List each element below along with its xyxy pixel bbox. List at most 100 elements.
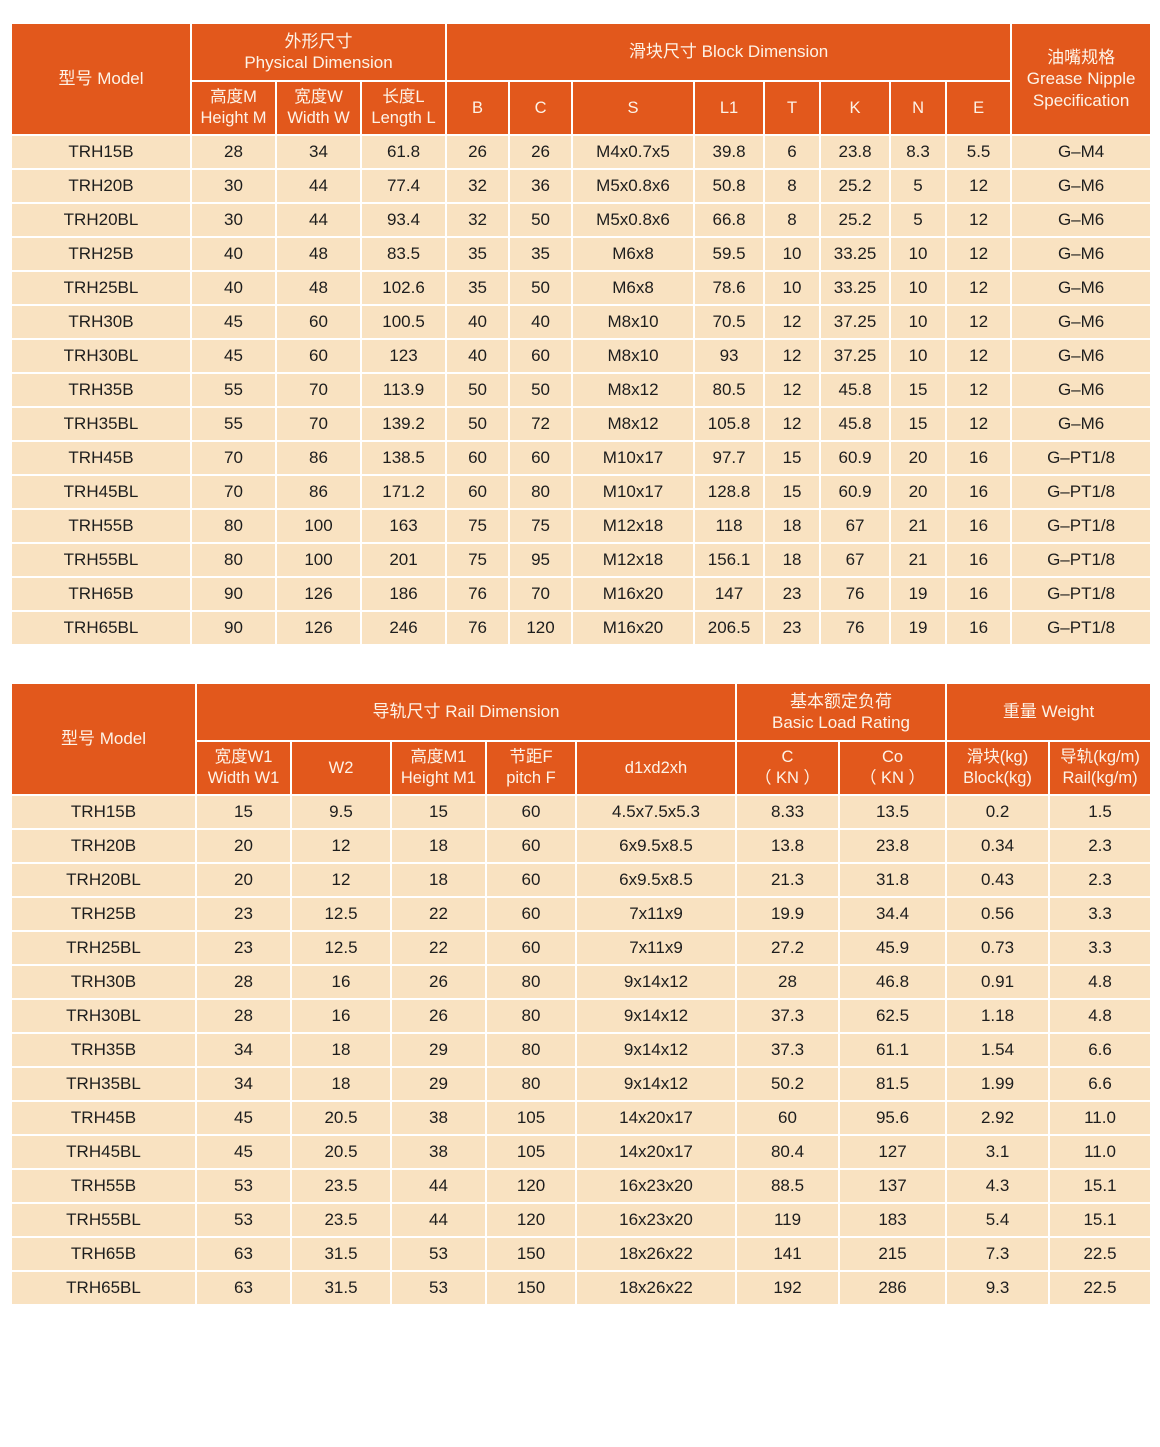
value-cell: 7.3 — [945, 1236, 1051, 1272]
value-cell: M8x10 — [571, 304, 696, 340]
value-cell: 48 — [275, 270, 362, 306]
value-cell: 40 — [508, 304, 574, 340]
value-cell: 119 — [735, 1202, 840, 1238]
value-cell: G–M6 — [1010, 338, 1153, 374]
value-cell: 76 — [445, 576, 511, 612]
value-cell: 70 — [275, 406, 362, 442]
value-cell: 12 — [763, 372, 822, 408]
model-cell: TRH20BL — [10, 202, 192, 238]
block-kg-column-header: 滑块(kg) Block(kg) — [945, 740, 1051, 796]
value-cell: 38 — [390, 1100, 487, 1136]
value-cell: 55 — [190, 406, 277, 442]
value-cell: 16 — [290, 998, 392, 1034]
value-cell: 137 — [837, 1168, 948, 1204]
value-cell: 86 — [275, 440, 362, 476]
height-m-column-header: 高度M Height M — [190, 80, 277, 136]
value-cell: 6.6 — [1048, 1032, 1153, 1068]
value-cell: 16 — [945, 440, 1013, 476]
value-cell: 75 — [445, 542, 511, 578]
value-cell: 70 — [190, 474, 277, 510]
value-cell: 4.5x7.5x5.3 — [575, 794, 737, 830]
value-cell: 93 — [693, 338, 766, 374]
value-cell: 5 — [889, 202, 948, 238]
rail-table-header: 型号 Model 导轨尺寸 Rail Dimension 基本额定负荷 Basi… — [10, 682, 1153, 796]
value-cell: G–PT1/8 — [1010, 576, 1153, 612]
k-column-header: K — [819, 80, 892, 136]
value-cell: 7x11x9 — [575, 930, 737, 966]
value-cell: 12 — [945, 338, 1013, 374]
value-cell: G–PT1/8 — [1010, 508, 1153, 544]
value-cell: 77.4 — [359, 168, 448, 204]
value-cell: 23 — [763, 610, 822, 646]
model-cell: TRH20BL — [10, 862, 197, 898]
value-cell: 50.8 — [693, 168, 766, 204]
value-cell: 37.3 — [735, 1032, 840, 1068]
table-row: TRH45B 70 86 138.5 60 60 M10x17 97.7 15 60.9 20 16 G… — [10, 440, 1153, 476]
model-cell: TRH15B — [10, 134, 192, 170]
value-cell: 206.5 — [693, 610, 766, 646]
value-cell: 45.8 — [819, 372, 892, 408]
value-cell: 9x14x12 — [575, 964, 737, 1000]
value-cell: 23.5 — [290, 1168, 392, 1204]
value-cell: 60 — [485, 862, 577, 898]
table-row: TRH15B 28 34 61.8 26 26 M4x0.7x5 39.8 6 23.8 8.3 5.… — [10, 134, 1153, 170]
value-cell: 2.92 — [945, 1100, 1051, 1136]
table-row: TRH20B 30 44 77.4 32 36 M5x0.8x6 50.8 8 25.2 5 12 G–… — [10, 168, 1153, 204]
value-cell: 163 — [359, 508, 448, 544]
value-cell: 10 — [889, 338, 948, 374]
value-cell: 13.5 — [837, 794, 948, 830]
value-cell: 12 — [945, 372, 1013, 408]
value-cell: 60.9 — [819, 474, 892, 510]
value-cell: 0.73 — [945, 930, 1051, 966]
value-cell: 21.3 — [735, 862, 840, 898]
value-cell: G–M6 — [1010, 270, 1153, 306]
value-cell: 100 — [275, 542, 362, 578]
value-cell: 8.33 — [735, 794, 840, 830]
value-cell: G–PT1/8 — [1010, 440, 1153, 476]
value-cell: 50 — [445, 406, 511, 442]
weight-group-header: 重量 Weight — [945, 682, 1153, 742]
value-cell: M12x18 — [571, 508, 696, 544]
value-cell: 16 — [290, 964, 392, 1000]
value-cell: 75 — [508, 508, 574, 544]
value-cell: 10 — [889, 270, 948, 306]
value-cell: 72 — [508, 406, 574, 442]
table-row: TRH30BL 45 60 123 40 60 M8x10 93 12 37.25 10 12 G–M6 — [10, 338, 1153, 374]
value-cell: 126 — [275, 576, 362, 612]
value-cell: 286 — [837, 1270, 948, 1306]
value-cell: 53 — [195, 1202, 292, 1238]
model-cell: TRH30BL — [10, 998, 197, 1034]
value-cell: 12 — [945, 270, 1013, 306]
value-cell: 83.5 — [359, 236, 448, 272]
length-l-column-header: 长度L Length L — [359, 80, 448, 136]
table-row: TRH55BL 80 100 201 75 95 M12x18 156.1 18 67 21 16 G–… — [10, 542, 1153, 578]
value-cell: 80 — [485, 1032, 577, 1068]
width-w-column-header: 宽度W Width W — [275, 80, 362, 136]
table-row: TRH25B 40 48 83.5 35 35 M6x8 59.5 10 33.25 10 12 G–M… — [10, 236, 1153, 272]
value-cell: 10 — [889, 236, 948, 272]
value-cell: 14x20x17 — [575, 1100, 737, 1136]
value-cell: 10 — [763, 236, 822, 272]
value-cell: 14x20x17 — [575, 1134, 737, 1170]
value-cell: 192 — [735, 1270, 840, 1306]
value-cell: M8x10 — [571, 338, 696, 374]
model-column-header: 型号 Model — [10, 22, 192, 136]
value-cell: 45 — [190, 338, 277, 374]
value-cell: G–M6 — [1010, 168, 1153, 204]
value-cell: 60 — [485, 930, 577, 966]
value-cell: 16x23x20 — [575, 1202, 737, 1238]
model-cell: TRH65BL — [10, 1270, 197, 1306]
model-cell: TRH55BL — [10, 1202, 197, 1238]
model-cell: TRH55BL — [10, 542, 192, 578]
value-cell: 2.3 — [1048, 862, 1153, 898]
value-cell: 29 — [390, 1032, 487, 1068]
table-row: TRH35B 55 70 113.9 50 50 M8x12 80.5 12 45.8 15 12 G–… — [10, 372, 1153, 408]
pitch-f-column-header: 节距F pitch F — [485, 740, 577, 796]
rail-kg-column-header: 导轨(kg/m) Rail(kg/m) — [1048, 740, 1153, 796]
value-cell: 16 — [945, 508, 1013, 544]
value-cell: 4.8 — [1048, 998, 1153, 1034]
value-cell: 88.5 — [735, 1168, 840, 1204]
value-cell: 25.2 — [819, 202, 892, 238]
value-cell: 34.4 — [837, 896, 948, 932]
value-cell: G–M6 — [1010, 202, 1153, 238]
